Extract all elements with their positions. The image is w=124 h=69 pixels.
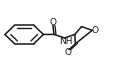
Text: O: O (49, 18, 56, 27)
Text: NH: NH (59, 37, 72, 46)
Text: O: O (91, 26, 98, 35)
Text: O: O (64, 48, 71, 57)
